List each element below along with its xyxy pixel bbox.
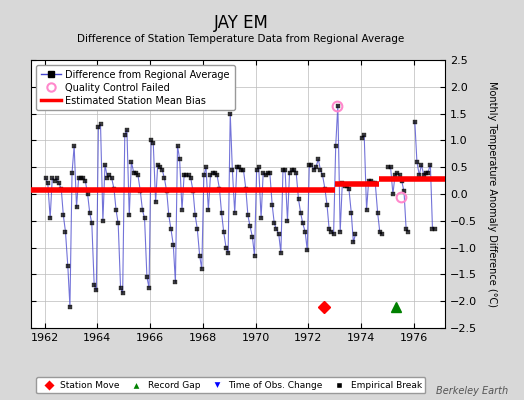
Text: Berkeley Earth: Berkeley Earth <box>436 386 508 396</box>
Legend: Difference from Regional Average, Quality Control Failed, Estimated Station Mean: Difference from Regional Average, Qualit… <box>36 65 235 110</box>
Legend: Station Move, Record Gap, Time of Obs. Change, Empirical Break: Station Move, Record Gap, Time of Obs. C… <box>36 377 425 394</box>
Text: Difference of Station Temperature Data from Regional Average: Difference of Station Temperature Data f… <box>78 34 405 44</box>
Text: JAY EM: JAY EM <box>214 14 268 32</box>
Y-axis label: Monthly Temperature Anomaly Difference (°C): Monthly Temperature Anomaly Difference (… <box>487 81 497 307</box>
